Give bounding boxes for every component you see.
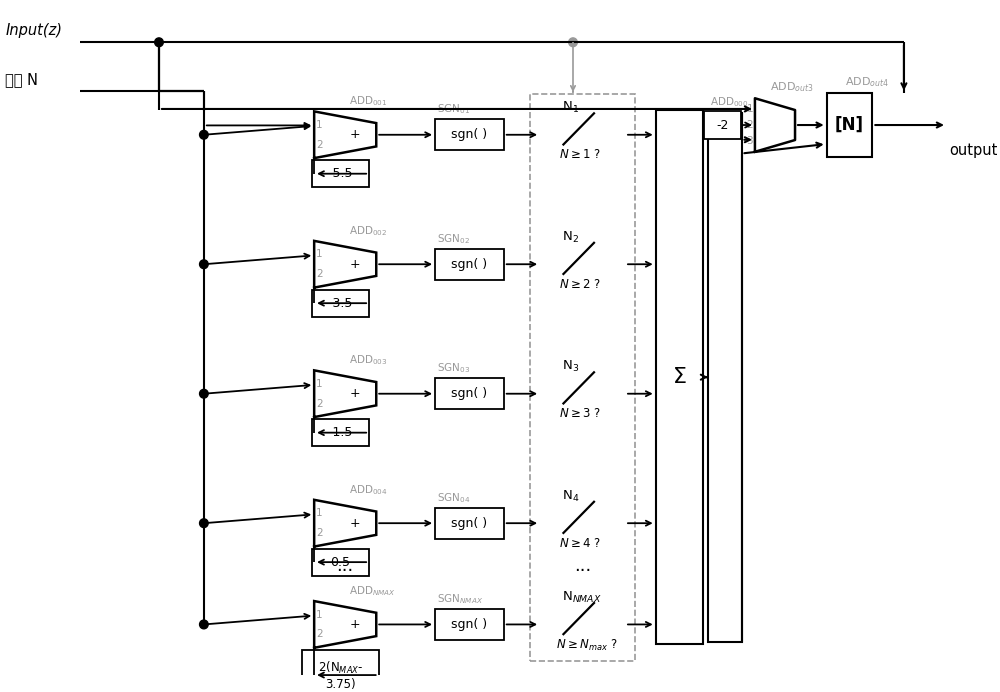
Text: 3: 3 (746, 136, 753, 146)
Bar (312, 160, 369, 188)
Circle shape (569, 38, 577, 46)
Text: -5.5: -5.5 (328, 167, 353, 180)
Text: ADD$_{out4}$: ADD$_{out4}$ (845, 75, 889, 89)
Bar (435, 609, 504, 640)
Text: ...: ... (337, 557, 354, 575)
Text: +: + (349, 128, 360, 141)
Text: 2: 2 (316, 399, 323, 408)
Text: ADD$_{001}$: ADD$_{001}$ (349, 95, 387, 109)
Text: SGN$_{04}$: SGN$_{04}$ (437, 491, 470, 504)
Text: 0.5: 0.5 (330, 556, 350, 569)
Text: N$_3$: N$_3$ (562, 359, 579, 374)
Text: 2: 2 (316, 528, 323, 538)
Text: sgn( ): sgn( ) (451, 618, 487, 631)
Text: 2: 2 (316, 140, 323, 149)
Text: ADD$_{002}$: ADD$_{002}$ (349, 224, 387, 238)
Text: SGN$_{NMAX}$: SGN$_{NMAX}$ (437, 592, 483, 606)
Text: 信号 N: 信号 N (5, 72, 38, 87)
Text: +: + (349, 618, 360, 631)
Circle shape (200, 130, 208, 139)
Text: sgn( ): sgn( ) (451, 257, 487, 271)
Bar (302, 650, 379, 692)
Bar (435, 508, 504, 539)
Bar (312, 289, 369, 317)
Bar (708, 113, 742, 642)
Circle shape (200, 519, 208, 527)
Text: SGN$_{03}$: SGN$_{03}$ (437, 361, 470, 375)
Text: N$_{NMAX}$: N$_{NMAX}$ (562, 590, 601, 605)
Text: [N]: [N] (835, 116, 864, 134)
Text: -1.5: -1.5 (328, 426, 353, 439)
Text: sgn( ): sgn( ) (451, 128, 487, 141)
Text: 2: 2 (316, 269, 323, 279)
Text: 1: 1 (316, 120, 323, 130)
Bar (704, 111, 741, 138)
Text: $N\geq1$ ?: $N\geq1$ ? (559, 148, 600, 161)
Bar (530, 94, 635, 662)
Text: output: output (949, 143, 997, 158)
Text: 1: 1 (316, 249, 323, 260)
Text: Input(z): Input(z) (5, 24, 62, 38)
Text: +: + (349, 517, 360, 529)
Bar (435, 378, 504, 409)
Text: +: + (349, 388, 360, 400)
Bar (827, 93, 872, 156)
Text: ADD$_{004}$: ADD$_{004}$ (349, 483, 388, 497)
Text: -2: -2 (716, 118, 729, 131)
Bar (312, 419, 369, 446)
Circle shape (155, 38, 163, 46)
Text: N$_2$: N$_2$ (562, 230, 578, 245)
Text: $N\geq N_{max}$ ?: $N\geq N_{max}$ ? (556, 638, 617, 653)
Text: $N\geq2$ ?: $N\geq2$ ? (559, 278, 600, 291)
Circle shape (200, 390, 208, 398)
Text: +: + (349, 257, 360, 271)
Text: 1: 1 (316, 509, 323, 518)
Bar (312, 549, 369, 576)
Circle shape (200, 260, 208, 268)
Text: 1: 1 (316, 379, 323, 389)
Text: sgn( ): sgn( ) (451, 388, 487, 400)
Bar (435, 119, 504, 150)
Text: ...: ... (574, 557, 591, 575)
Text: -3.5: -3.5 (328, 297, 353, 310)
Text: 2(N$_{MAX}$-
3.75): 2(N$_{MAX}$- 3.75) (318, 659, 363, 691)
Text: $N\geq3$ ?: $N\geq3$ ? (559, 408, 600, 420)
Text: ADD$_{003}$: ADD$_{003}$ (349, 354, 388, 367)
Circle shape (200, 620, 208, 629)
Text: N$_4$: N$_4$ (562, 489, 579, 504)
Text: ADD$_{NMAX}$: ADD$_{NMAX}$ (349, 584, 396, 598)
Text: ADD$_{000}$: ADD$_{000}$ (710, 95, 749, 109)
Text: 1: 1 (316, 610, 323, 619)
Text: N$_1$: N$_1$ (562, 100, 579, 116)
Text: 2: 2 (316, 629, 323, 639)
Text: sgn( ): sgn( ) (451, 517, 487, 529)
Text: $N\geq4$ ?: $N\geq4$ ? (559, 537, 600, 550)
Text: ADD$_{out3}$: ADD$_{out3}$ (770, 80, 814, 94)
Text: SGN$_{01}$: SGN$_{01}$ (437, 102, 470, 116)
Text: 1: 1 (746, 104, 753, 114)
Bar (656, 111, 703, 644)
Bar (435, 248, 504, 280)
Text: $\Sigma$: $\Sigma$ (672, 367, 687, 387)
Text: SGN$_{02}$: SGN$_{02}$ (437, 232, 470, 246)
Text: 2: 2 (746, 120, 753, 130)
